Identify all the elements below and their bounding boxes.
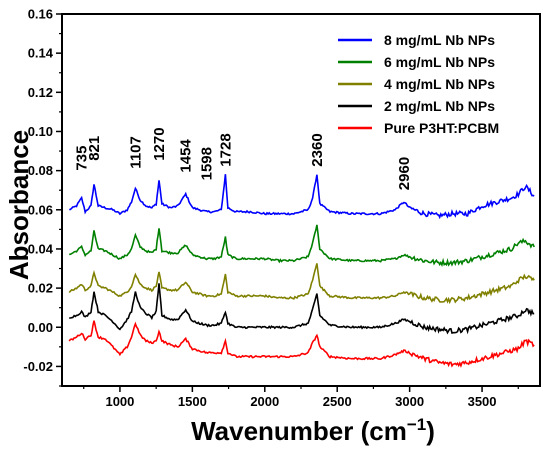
series-line-3	[68, 263, 535, 305]
peak-label: 2960	[396, 157, 413, 190]
series-line-5	[68, 320, 535, 368]
y-tick-label: 0.00	[28, 320, 53, 335]
x-axis-title-sup: −1	[407, 415, 426, 434]
legend-label: 2 mg/mL Nb NPs	[384, 98, 495, 114]
y-axis: -0.02 0.00 0.02 0.04 0.06 0.08 0.10 0.12 0.14 0.1…	[23, 7, 62, 387]
peak-label: 1454	[178, 139, 195, 173]
y-tick-label: 0.06	[28, 202, 53, 217]
y-tick-label: 0.08	[28, 163, 53, 178]
x-tick-label: 2000	[250, 394, 279, 409]
y-tick-label: 0.10	[28, 124, 53, 139]
x-tick-label: 1000	[105, 394, 134, 409]
series-lines	[68, 174, 535, 368]
x-tick-label: 3500	[468, 394, 497, 409]
peak-label: 821	[86, 136, 103, 161]
x-axis-title: Wavenumber (cm−1)	[191, 415, 435, 446]
y-axis-title: Absorbance	[4, 130, 34, 280]
legend-label: 8 mg/mL Nb NPs	[384, 32, 495, 48]
legend: 8 mg/mL Nb NPs 6 mg/mL Nb NPs 4 mg/mL Nb N…	[338, 32, 499, 136]
y-tick-label: 0.04	[28, 241, 54, 256]
x-tick-label: 3000	[395, 394, 424, 409]
x-axis-title-close: )	[426, 416, 435, 446]
x-tick-label: 2500	[323, 394, 352, 409]
peak-label: 2360	[309, 133, 326, 166]
legend-label: 6 mg/mL Nb NPs	[384, 54, 495, 70]
legend-label: Pure P3HT:PCBM	[384, 120, 499, 136]
y-tick-label: 0.12	[28, 85, 53, 100]
legend-label: 4 mg/mL Nb NPs	[384, 76, 495, 92]
y-tick-label: 0.16	[28, 7, 53, 22]
x-axis: 1000 1500 2000 2500 3000 3500	[83, 386, 519, 409]
peak-label: 1107	[127, 136, 144, 169]
peak-label: 735	[74, 146, 91, 171]
y-tick-label: 0.02	[28, 281, 53, 296]
series-line-1	[69, 174, 535, 220]
series-line-4	[69, 283, 535, 335]
y-tick-label: -0.02	[23, 359, 53, 374]
peak-label: 1728	[217, 133, 234, 166]
series-line-2	[69, 224, 535, 267]
y-tick-label: 0.14	[28, 46, 54, 61]
peak-label: 1270	[151, 127, 168, 160]
x-axis-title-main: Wavenumber (cm	[191, 416, 407, 446]
peak-label: 1598	[199, 147, 216, 180]
x-tick-label: 1500	[178, 394, 207, 409]
